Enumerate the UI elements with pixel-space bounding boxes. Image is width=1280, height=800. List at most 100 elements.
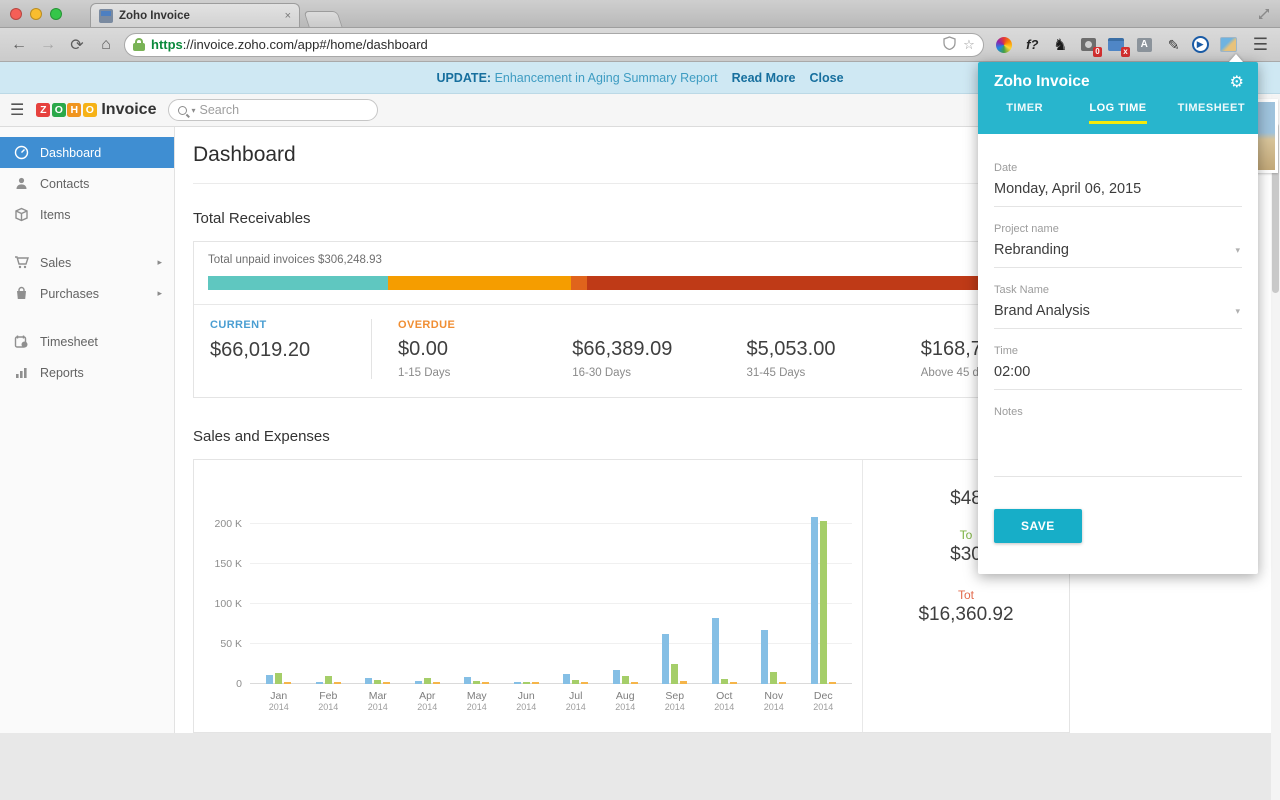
bookmark-star-icon[interactable]: ☆: [963, 36, 975, 52]
y-axis-tick: 100 K: [214, 598, 242, 610]
sales-expenses-heading: Sales and Expenses: [193, 428, 330, 445]
notes-textarea[interactable]: [994, 425, 1242, 477]
close-window-button[interactable]: [10, 8, 22, 20]
month-group: Apr 2014: [403, 492, 453, 722]
sidebar-item-sales[interactable]: Sales ▸: [0, 247, 174, 278]
chevron-right-icon: ▸: [157, 257, 162, 267]
month-group: Oct 2014: [700, 492, 750, 722]
scrollbar-thumb[interactable]: [1272, 123, 1279, 293]
sales-bar: [761, 629, 769, 684]
page-title: Dashboard: [193, 143, 296, 166]
home-icon[interactable]: ⌂: [101, 35, 111, 53]
receipts-bar: [423, 678, 431, 684]
new-tab-button[interactable]: [303, 11, 343, 27]
browser-tabstrip: Zoho Invoice ×: [0, 0, 1280, 28]
x-axis-label: Dec 2014: [813, 690, 834, 712]
expenses-bar: [581, 681, 589, 684]
date-field[interactable]: Date Monday, April 06, 2015: [994, 162, 1242, 207]
items-icon: [15, 207, 28, 222]
sidebar-toggle-icon[interactable]: ☰: [10, 102, 25, 119]
x-axis-label: Sep 2014: [664, 690, 685, 712]
zoho-logo[interactable]: Z O H O Invoice: [36, 101, 156, 119]
expenses-bar: [630, 682, 638, 684]
browser-toolbar: ← → ⟳ ⌂ https://invoice.zoho.com/app#/ho…: [0, 28, 1280, 62]
sidebar-item-timesheet[interactable]: Timesheet: [0, 326, 174, 357]
search-scope-caret-icon[interactable]: ▾: [191, 105, 196, 115]
summary-stat-label: To: [959, 528, 973, 542]
gear-icon[interactable]: ⚙: [1229, 74, 1244, 91]
x-axis-label: Jan 2014: [268, 690, 289, 712]
sales-bar: [662, 634, 670, 684]
search-input[interactable]: ▾ Search: [168, 99, 379, 121]
sidebar-item-items[interactable]: Items: [0, 199, 174, 230]
dashboard-icon: [14, 145, 29, 160]
back-icon[interactable]: ←: [11, 35, 27, 53]
sales-bar: [464, 677, 472, 684]
sidebar-item-reports[interactable]: Reports: [0, 357, 174, 388]
expenses-bar: [729, 682, 737, 684]
x-axis-label: Oct 2014: [714, 690, 735, 712]
animal-extension-icon[interactable]: ♞: [1053, 36, 1068, 54]
minimize-window-button[interactable]: [30, 8, 42, 20]
session-extension-icon[interactable]: x: [1107, 35, 1130, 57]
project-field[interactable]: Project name Rebranding ▾: [994, 223, 1242, 268]
play-extension-icon[interactable]: ▶: [1191, 35, 1210, 54]
chrome-menu-icon[interactable]: ☰: [1252, 34, 1268, 54]
aging-bar: [208, 276, 1055, 290]
tab-log-time[interactable]: LOG TIME: [1071, 102, 1164, 124]
search-icon: [178, 105, 188, 115]
sales-bar: [810, 516, 818, 684]
sidebar-item-contacts[interactable]: Contacts: [0, 168, 174, 199]
sales-bar: [563, 673, 571, 684]
month-group: May 2014: [452, 492, 502, 722]
url-text[interactable]: https://invoice.zoho.com/app#/home/dashb…: [151, 37, 428, 52]
zoom-window-button[interactable]: [50, 8, 62, 20]
save-button[interactable]: SAVE: [994, 509, 1082, 543]
expenses-bar: [383, 682, 391, 684]
notes-field[interactable]: Notes: [994, 406, 1242, 477]
tab-close-icon[interactable]: ×: [284, 9, 291, 22]
address-bar[interactable]: https://invoice.zoho.com/app#/home/dashb…: [124, 32, 984, 57]
receipts-bar: [671, 664, 679, 684]
month-group: Sep 2014: [650, 492, 700, 722]
aging-bar-segment: [587, 276, 1055, 290]
time-field[interactable]: Time 02:00: [994, 345, 1242, 390]
extension-icons: f? ♞ 0 x A ✐ ▶: [991, 35, 1242, 57]
zoho-extension-icon[interactable]: [1219, 35, 1238, 54]
sidebar-item-dashboard[interactable]: Dashboard: [0, 137, 174, 168]
capture-extension-icon[interactable]: 0: [1079, 35, 1102, 57]
page-scrollbar[interactable]: [1271, 95, 1280, 800]
tab-timer[interactable]: TIMER: [1006, 102, 1044, 114]
function-extension-icon[interactable]: f?: [1026, 37, 1039, 52]
window-resize-icon[interactable]: [1258, 7, 1270, 25]
read-more-link[interactable]: Read More: [731, 70, 796, 85]
y-axis-tick: 0: [236, 678, 242, 690]
sales-cart-icon: [15, 256, 29, 269]
zoho-extension-popup: Zoho Invoice ⚙ TIMER LOG TIME TIMESHEET …: [978, 62, 1258, 574]
task-field[interactable]: Task Name Brand Analysis ▾: [994, 284, 1242, 329]
aging-bar-segment: [208, 276, 389, 290]
summary-stat-value: $30: [950, 544, 982, 565]
sidebar-item-purchases[interactable]: Purchases ▸: [0, 278, 174, 309]
reload-icon[interactable]: ⟳: [70, 36, 84, 54]
banner-close-link[interactable]: Close: [809, 70, 844, 85]
browser-tab[interactable]: Zoho Invoice ×: [90, 3, 300, 27]
receivables-heading: Total Receivables: [193, 210, 311, 227]
forward-icon[interactable]: →: [40, 35, 56, 53]
expenses-bar: [333, 682, 341, 684]
content-shield-icon[interactable]: [943, 36, 956, 53]
current-block: CURRENT $66,019.20: [194, 319, 372, 379]
chevron-down-icon[interactable]: ▾: [1235, 306, 1240, 316]
y-axis-tick: 150 K: [214, 558, 242, 570]
tab-timesheet[interactable]: TIMESHEET: [1177, 102, 1246, 114]
expenses-bar: [828, 682, 836, 684]
translate-extension-icon[interactable]: A: [1135, 35, 1154, 54]
chevron-down-icon[interactable]: ▾: [1235, 245, 1240, 255]
receipts-bar: [522, 682, 530, 684]
current-label: CURRENT: [210, 319, 267, 331]
month-group: Jan 2014: [254, 492, 304, 722]
x-axis-label: Aug 2014: [615, 690, 636, 712]
colorpicker-extension-icon[interactable]: [995, 35, 1014, 54]
ssl-lock-icon[interactable]: [133, 38, 145, 51]
eyedropper-extension-icon[interactable]: ✐: [1164, 38, 1181, 51]
